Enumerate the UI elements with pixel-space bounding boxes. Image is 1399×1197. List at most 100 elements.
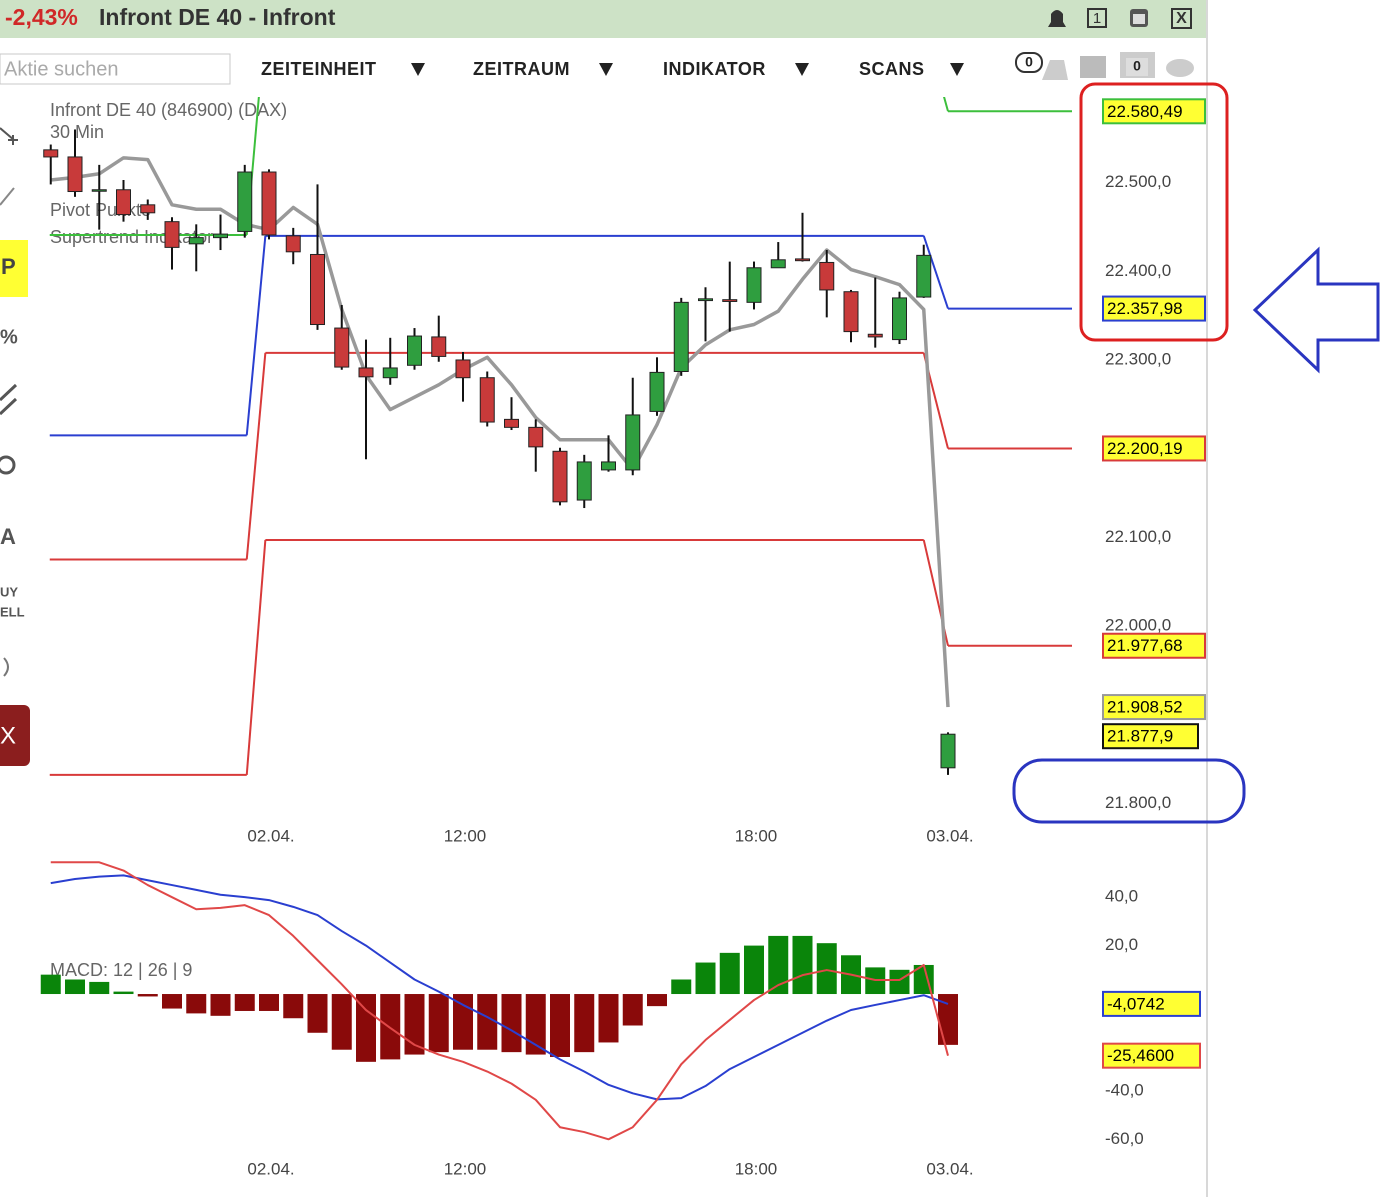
- pin-label: 1: [1093, 10, 1101, 27]
- price-label: 21.908,52: [1107, 698, 1183, 717]
- candle-body: [407, 335, 422, 366]
- price-label-box: [1102, 723, 1199, 750]
- histogram-bar: [477, 994, 498, 1050]
- price-label: 22.580,49: [1107, 102, 1183, 121]
- search-placeholder: Aktie suchen: [4, 58, 119, 80]
- percent-tool[interactable]: %: [0, 326, 18, 348]
- candle-body: [237, 171, 253, 232]
- price-label: -25,4600: [1107, 1046, 1174, 1065]
- price-label: 21.977,68: [1107, 636, 1183, 655]
- channel-tool[interactable]: [0, 383, 18, 416]
- candle-body: [649, 371, 665, 412]
- histogram-bar: [647, 994, 667, 1007]
- histogram-bar: [501, 994, 522, 1053]
- macd-legend: MACD: 12 | 26 | 9: [50, 960, 192, 980]
- legend-title: Infront DE 40 (846900) (DAX): [50, 100, 287, 120]
- pin-button[interactable]: [1087, 8, 1107, 28]
- pivot-tool[interactable]: [0, 240, 28, 297]
- candle-body: [67, 156, 83, 193]
- sound-tool[interactable]: [3, 657, 9, 677]
- histogram-bar: [137, 994, 158, 997]
- histogram-bar: [768, 935, 789, 995]
- histogram-bar: [307, 994, 328, 1033]
- histogram-bar: [453, 994, 473, 1050]
- candle-body: [819, 261, 835, 291]
- x-tick-label: 18:00: [735, 826, 778, 845]
- menu-item[interactable]: SCANS: [859, 59, 925, 79]
- menu-item[interactable]: INDIKATOR: [663, 59, 766, 79]
- close-button[interactable]: [1171, 8, 1192, 29]
- line-tool[interactable]: [0, 187, 15, 206]
- folder-count: 0: [1133, 58, 1141, 74]
- candle-body: [358, 367, 374, 378]
- candle-body: [91, 189, 107, 192]
- cloud-icon[interactable]: [1166, 59, 1194, 77]
- candle-body: [285, 235, 301, 253]
- x-tick-label: 03.04.: [926, 1159, 973, 1178]
- histogram-bar: [89, 981, 110, 995]
- histogram-bar: [428, 994, 449, 1053]
- histogram-bar: [938, 994, 958, 1045]
- candle-body: [43, 149, 59, 158]
- candle-body: [867, 333, 883, 338]
- candle-body: [334, 327, 350, 368]
- alert-badge[interactable]: [1015, 52, 1043, 73]
- dropdown-arrow: [411, 63, 425, 76]
- histogram-bar: [695, 962, 716, 995]
- watchlist-icon[interactable]: [1080, 56, 1106, 78]
- circle-tool[interactable]: [0, 455, 16, 475]
- candle-body: [576, 461, 592, 501]
- sell-tool[interactable]: ELL: [0, 604, 25, 619]
- price-label-box: [1102, 98, 1206, 125]
- candle-body: [116, 189, 131, 216]
- macd-line: [50, 874, 949, 1101]
- search-box[interactable]: [0, 53, 231, 85]
- candle-body: [310, 253, 325, 326]
- y-tick-label: 20,0: [1105, 935, 1138, 954]
- candle-body: [601, 461, 616, 471]
- legend-interval: 30 Min: [50, 122, 104, 142]
- y-tick-label: 22.500,0: [1105, 172, 1171, 191]
- histogram-bar: [574, 994, 595, 1053]
- histogram-bar: [356, 994, 376, 1062]
- price-label: 22.357,98: [1107, 299, 1183, 318]
- price-plot: [43, 97, 1072, 776]
- dropdown-arrow: [599, 63, 613, 76]
- dropdown-arrow: [795, 63, 809, 76]
- histogram-bar: [40, 974, 61, 995]
- x-tick-label: 12:00: [444, 1159, 487, 1178]
- pivot-step: [245, 539, 267, 775]
- buy-tool[interactable]: UY: [0, 584, 18, 599]
- histogram-bar: [234, 994, 255, 1011]
- histogram-bar: [719, 952, 740, 995]
- menu-item[interactable]: ZEITEINHEIT: [261, 59, 377, 79]
- candle-body: [455, 359, 471, 379]
- histogram-bar: [744, 945, 764, 995]
- candle-body: [479, 377, 495, 423]
- pivot-step: [245, 235, 267, 436]
- histogram-bar: [186, 994, 207, 1014]
- y-tick-label: -40,0: [1105, 1080, 1144, 1099]
- text-tool[interactable]: A: [0, 524, 16, 549]
- maximize-glyph: [1133, 14, 1145, 24]
- bell-icon[interactable]: [1048, 10, 1066, 27]
- candle-body: [698, 298, 713, 302]
- candle-body: [770, 259, 786, 269]
- delete-button[interactable]: [0, 705, 30, 766]
- legend-supertrend: Supertrend Indikator: [50, 227, 213, 247]
- delete-label: X: [0, 722, 16, 749]
- change: -2,43%: [5, 4, 78, 30]
- candle-body: [140, 204, 156, 214]
- candle-body: [431, 336, 447, 357]
- histogram-bar: [816, 943, 837, 995]
- price-label: -4,0742: [1107, 994, 1165, 1013]
- candle-body: [940, 733, 956, 769]
- candle-body: [504, 418, 519, 428]
- price-label-box: [1102, 1042, 1201, 1069]
- menu-item[interactable]: ZEITRAUM: [473, 59, 570, 79]
- charts: Infront DE 40 (846900) (DAX)30 Min Pivot …: [40, 97, 1206, 1178]
- histogram-bar: [671, 979, 692, 995]
- x-tick-label: 02.04.: [247, 1159, 294, 1178]
- crosshair-tool[interactable]: [0, 127, 18, 145]
